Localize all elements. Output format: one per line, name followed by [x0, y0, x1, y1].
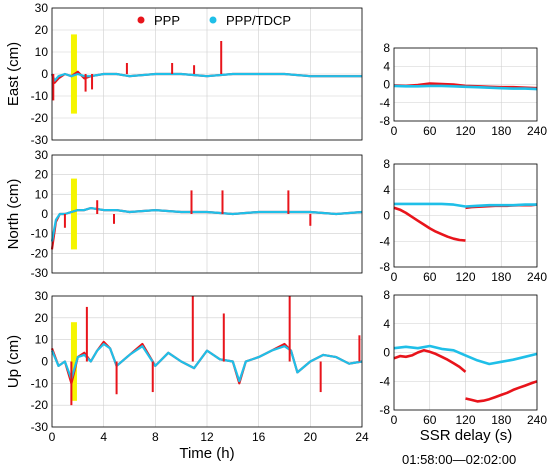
legend-label-ppp: PPP	[154, 13, 180, 28]
y-tick-label: -20	[31, 111, 49, 125]
plot-frame	[51, 154, 363, 274]
y-tick-label: -30	[31, 133, 49, 147]
chart-panel-right-1: -8 -4 0 4 8 0 60 120 180 240	[379, 157, 547, 284]
y-tick-label: 8	[383, 157, 390, 171]
x-tick-label: 120	[455, 270, 475, 284]
x-tick-label: 4	[100, 430, 107, 444]
y-tick-label: 0	[383, 78, 390, 92]
x-tick-label: 120	[455, 124, 475, 138]
y-tick-label: 30	[35, 289, 49, 303]
y-tick-label: -4	[379, 374, 390, 388]
x-tick-label: 60	[423, 124, 437, 138]
x-tick-label: 60	[423, 413, 437, 427]
y-axis-label: North (cm)	[5, 179, 22, 250]
x-tick-label: 12	[200, 430, 214, 444]
series-line-ppp-tdcp	[393, 344, 538, 366]
y-tick-label: -10	[31, 227, 49, 241]
plot-frame	[51, 295, 363, 428]
plot-frame	[393, 47, 538, 122]
highlight-bar	[70, 322, 77, 401]
y-tick-label: 0	[41, 207, 48, 221]
x-tick-label: 180	[491, 413, 511, 427]
x-tick-label: 180	[491, 124, 511, 138]
x-tick-label: 240	[527, 413, 547, 427]
y-tick-label: 0	[41, 67, 48, 81]
y-tick-label: 8	[383, 41, 390, 55]
x-tick-label: 60	[423, 270, 437, 284]
y-tick-label: -30	[31, 266, 49, 280]
y-tick-label: 20	[35, 168, 49, 182]
x-tick-label: 0	[49, 430, 56, 444]
y-tick-label: 4	[383, 183, 390, 197]
chart-panel-left-2: -30 -20 -10 0 10 20 30 0 4 8 12 16 20 24 Up (cm)	[5, 289, 369, 444]
plot-frame	[51, 7, 363, 141]
x-axis-label-time: Time (h)	[179, 445, 234, 462]
y-axis-label: East (cm)	[5, 42, 22, 106]
chart-panel-left-0: -30 -20 -10 0 10 20 30 East (cm)	[5, 1, 363, 147]
y-tick-label: -8	[379, 260, 390, 274]
x-tick-label: 120	[455, 413, 475, 427]
y-tick-label: 8	[383, 288, 390, 302]
y-tick-label: -20	[31, 246, 49, 260]
y-tick-label: 4	[383, 317, 390, 331]
y-tick-label: -30	[31, 420, 49, 434]
series-line-ppp	[393, 348, 467, 373]
chart-panel-right-2: -8 -4 0 4 8 0 60 120 180 240	[379, 288, 547, 427]
y-tick-label: 4	[383, 59, 390, 73]
series-line-ppp-tdcp	[393, 84, 538, 91]
series-line-ppp-tdcp	[50, 342, 363, 383]
x-tick-label: 240	[527, 270, 547, 284]
legend-marker-ppp	[137, 16, 145, 24]
y-tick-label: 10	[35, 333, 49, 347]
series-line-ppp-tdcp	[50, 72, 362, 82]
legend-marker-ppp-tdcp	[209, 16, 217, 24]
y-tick-label: 30	[35, 1, 49, 15]
y-tick-label: 10	[35, 45, 49, 59]
x-tick-label: 8	[152, 430, 159, 444]
y-tick-label: -4	[379, 96, 390, 110]
series-line-ppp	[393, 206, 466, 242]
y-tick-label: -8	[379, 114, 390, 128]
y-tick-label: 10	[35, 187, 49, 201]
series-line-ppp-tdcp	[394, 202, 537, 208]
x-axis-label-delay: SSR delay (s)	[420, 427, 513, 444]
legend: PPP PPP/TDCP	[137, 13, 291, 28]
y-tick-label: 20	[35, 311, 49, 325]
y-tick-label: -8	[379, 403, 390, 417]
x-tick-label: 0	[391, 413, 398, 427]
x-tick-label: 20	[304, 430, 318, 444]
y-tick-label: -4	[379, 234, 390, 248]
highlight-bar	[70, 178, 77, 250]
x-tick-label: 16	[252, 430, 266, 444]
x-tick-label: 0	[391, 124, 398, 138]
x-tick-label: 24	[355, 430, 369, 444]
chart-panel-left-1: -30 -20 -10 0 10 20 30 North (cm)	[5, 148, 363, 280]
y-tick-label: 20	[35, 23, 49, 37]
legend-label-ppp-tdcp: PPP/TDCP	[226, 13, 291, 28]
y-axis-label: Up (cm)	[5, 335, 22, 388]
y-tick-label: 0	[383, 346, 390, 360]
x-tick-label: 0	[391, 270, 398, 284]
series-line-ppp	[465, 380, 538, 403]
delay-window-label: 01:58:00—02:02:00	[402, 452, 517, 467]
y-tick-label: -10	[31, 376, 49, 390]
plot-frame	[393, 163, 538, 268]
y-tick-label: -10	[31, 89, 49, 103]
y-tick-label: 30	[35, 148, 49, 162]
y-tick-label: 0	[41, 355, 48, 369]
plot-frame	[393, 294, 538, 411]
x-tick-label: 240	[527, 124, 547, 138]
y-tick-label: 0	[383, 209, 390, 223]
series-line-ppp-tdcp	[50, 207, 363, 242]
x-tick-label: 180	[491, 270, 511, 284]
y-tick-label: -20	[31, 398, 49, 412]
